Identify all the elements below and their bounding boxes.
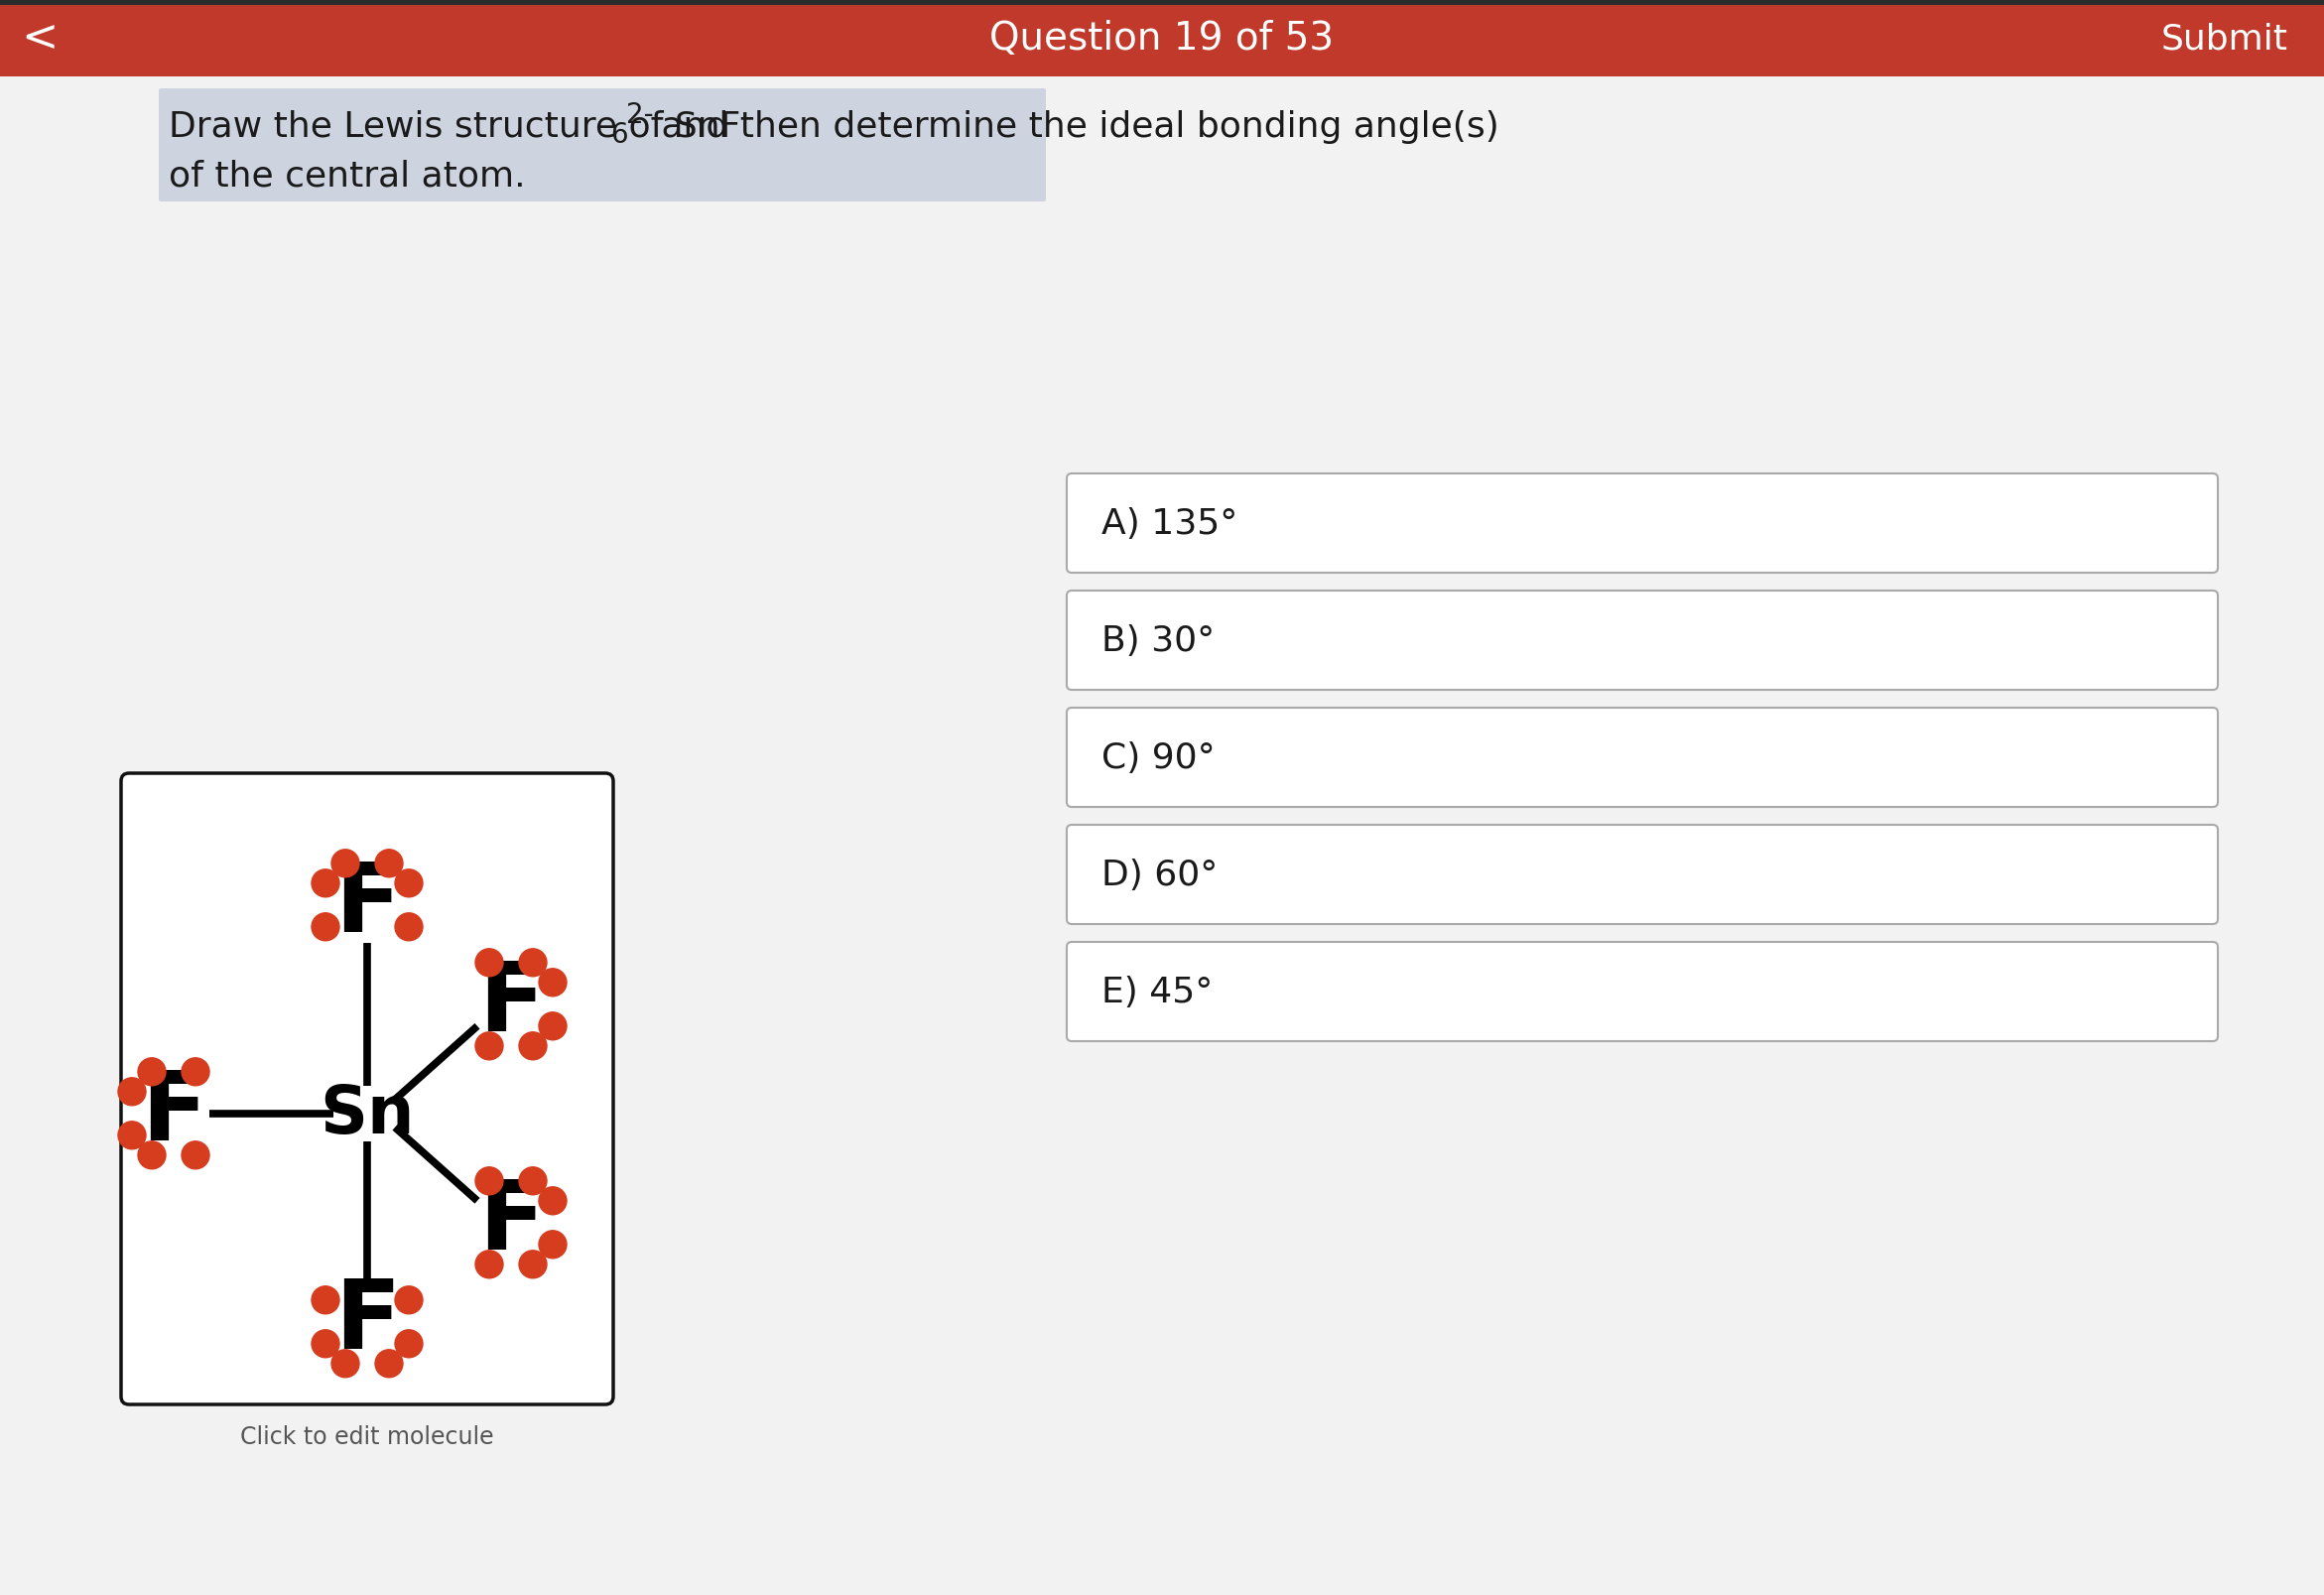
Text: Draw the Lewis structure of SnF: Draw the Lewis structure of SnF [170,110,741,144]
Text: C) 90°: C) 90° [1102,742,1215,775]
Circle shape [311,869,339,898]
Text: Submit: Submit [2161,22,2289,56]
Circle shape [119,1121,146,1150]
Circle shape [181,1142,209,1169]
Circle shape [395,1330,423,1357]
Circle shape [476,949,502,976]
Circle shape [539,1231,567,1258]
Text: F: F [142,1067,207,1160]
FancyBboxPatch shape [1067,708,2217,807]
FancyBboxPatch shape [1067,474,2217,573]
Circle shape [476,1032,502,1061]
Bar [0,0,2324,6]
Circle shape [395,869,423,898]
Text: B) 30°: B) 30° [1102,624,1215,657]
Circle shape [539,968,567,997]
Circle shape [137,1057,165,1086]
Circle shape [518,1250,546,1278]
Circle shape [539,1013,567,1040]
Circle shape [137,1142,165,1169]
Circle shape [311,914,339,941]
Circle shape [181,1057,209,1086]
Text: Sn: Sn [321,1081,414,1147]
FancyBboxPatch shape [121,774,614,1405]
FancyBboxPatch shape [1067,592,2217,691]
Text: E) 45°: E) 45° [1102,975,1213,1008]
Text: Question 19 of 53: Question 19 of 53 [990,19,1334,57]
Circle shape [374,850,402,877]
Circle shape [332,850,360,877]
Text: and then determine the ideal bonding angle(s): and then determine the ideal bonding ang… [651,110,1499,144]
Text: of the central atom.: of the central atom. [170,160,525,193]
Circle shape [518,949,546,976]
Circle shape [311,1330,339,1357]
Circle shape [395,1286,423,1314]
Circle shape [332,1349,360,1378]
Circle shape [119,1078,146,1105]
Text: D) 60°: D) 60° [1102,858,1218,892]
Circle shape [518,1032,546,1061]
Text: Click to edit molecule: Click to edit molecule [239,1424,495,1448]
Text: 2-: 2- [627,100,653,129]
Bar [0,0,2324,78]
Text: <: < [21,18,58,61]
Circle shape [395,914,423,941]
Text: F: F [335,860,400,952]
Circle shape [476,1250,502,1278]
Text: F: F [479,959,544,1051]
Circle shape [539,1187,567,1215]
Circle shape [311,1286,339,1314]
Circle shape [518,1168,546,1195]
FancyBboxPatch shape [1067,943,2217,1042]
Text: 6: 6 [611,121,627,148]
Text: A) 135°: A) 135° [1102,507,1239,541]
Circle shape [374,1349,402,1378]
FancyBboxPatch shape [1067,825,2217,925]
Text: F: F [335,1276,400,1369]
Text: F: F [479,1177,544,1270]
Circle shape [476,1168,502,1195]
FancyBboxPatch shape [158,89,1046,203]
